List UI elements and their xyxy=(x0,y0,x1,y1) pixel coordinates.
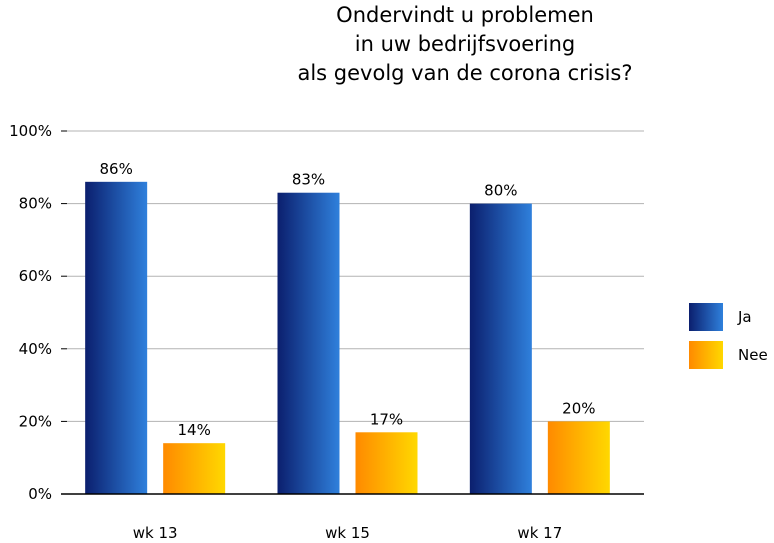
chart-title-line-2: in uw bedrijfsvoering xyxy=(355,32,576,56)
x-category-label: wk 15 xyxy=(325,524,370,542)
data-label-ja: 80% xyxy=(484,182,517,200)
bar-ja xyxy=(85,181,148,494)
chart-title-line-3: als gevolg van de corona crisis? xyxy=(297,61,632,85)
data-label-nee: 17% xyxy=(370,410,403,428)
bar-nee xyxy=(163,443,226,494)
y-tick-label: 20% xyxy=(19,412,52,430)
y-tick-label: 100% xyxy=(9,122,52,140)
chart-title: Ondervindt u problemen in uw bedrijfsvoe… xyxy=(297,3,632,85)
legend: Ja Nee xyxy=(689,303,768,369)
y-tick-label: 60% xyxy=(19,267,52,285)
gridlines xyxy=(67,130,644,422)
legend-label-nee: Nee xyxy=(738,346,768,364)
bar-ja xyxy=(469,203,532,494)
bar-nee xyxy=(547,421,610,494)
bar-ja xyxy=(277,192,340,494)
x-category-label: wk 13 xyxy=(133,524,178,542)
legend-swatch-nee xyxy=(689,341,723,369)
data-label-nee: 20% xyxy=(562,399,595,417)
y-tick-label: 40% xyxy=(19,340,52,358)
y-axis-ticks: 0% 20% 40% 60% 80% 100% xyxy=(9,122,67,503)
legend-label-ja: Ja xyxy=(737,308,752,326)
bar-nee xyxy=(355,432,418,494)
data-labels: 86% 14% 83% 17% 80% 20% xyxy=(99,160,595,439)
x-axis-categories: wk 13 wk 15 wk 17 xyxy=(133,524,562,542)
data-label-ja: 83% xyxy=(292,171,325,189)
bars xyxy=(85,181,610,494)
chart-title-line-1: Ondervindt u problemen xyxy=(336,3,594,27)
data-label-ja: 86% xyxy=(99,160,132,178)
x-category-label: wk 17 xyxy=(517,524,562,542)
y-tick-label: 80% xyxy=(19,195,52,213)
y-tick-label: 0% xyxy=(28,485,52,503)
data-label-nee: 14% xyxy=(177,421,210,439)
legend-swatch-ja xyxy=(689,303,723,331)
